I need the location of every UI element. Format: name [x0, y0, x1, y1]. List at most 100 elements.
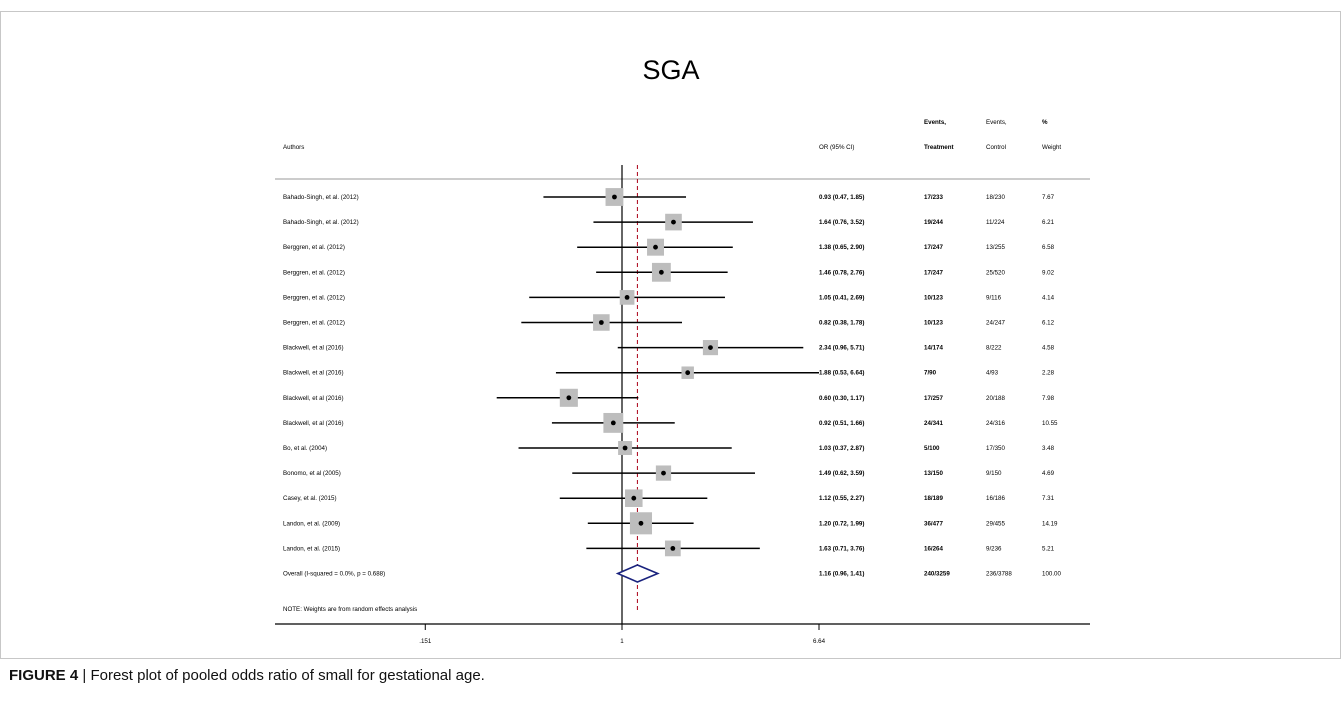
author-label-5: Berggren, et al. (2012)	[283, 320, 345, 327]
events-control-4: 9/116	[986, 294, 1002, 301]
author-label-1: Bahado-Singh, et al. (2012)	[283, 219, 359, 226]
point-estimate-11	[661, 470, 666, 476]
header-events-treatment-line1: Events,	[924, 119, 947, 126]
or-ci-value-6: 2.34 (0.96, 5.71)	[819, 345, 864, 352]
events-treatment-11: 13/150	[924, 470, 943, 477]
header-events-treatment-line2: Treatment	[924, 144, 954, 151]
header-weight-line1: %	[1042, 119, 1048, 126]
weight-value-7: 2.28	[1042, 370, 1055, 377]
author-label-11: Bonomo, et al (2005)	[283, 470, 341, 477]
author-label-2: Berggren, et al. (2012)	[283, 244, 345, 251]
x-tick-label-2: 6.64	[813, 638, 826, 645]
events-control-14: 9/236	[986, 545, 1002, 552]
chart-title: SGA	[642, 55, 700, 85]
author-label-4: Berggren, et al. (2012)	[283, 294, 345, 301]
note-text: NOTE: Weights are from random effects an…	[283, 606, 417, 613]
events-treatment-2: 17/247	[924, 244, 943, 251]
events-control-0: 18/230	[986, 194, 1005, 201]
overall-label: Overall (I-squared = 0.0%, p = 0.688)	[283, 571, 385, 578]
or-ci-value-12: 1.12 (0.55, 2.27)	[819, 495, 864, 502]
or-ci-value-7: 1.88 (0.53, 6.64)	[819, 370, 864, 377]
overall-or-ci-value: 1.16 (0.96, 1.41)	[819, 571, 864, 578]
events-control-2: 13/255	[986, 244, 1005, 251]
events-control-11: 9/150	[986, 470, 1002, 477]
x-tick-label-1: 1	[620, 638, 624, 645]
events-treatment-4: 10/123	[924, 294, 943, 301]
weight-value-1: 6.21	[1042, 219, 1055, 226]
point-estimate-8	[566, 395, 572, 401]
weight-value-5: 6.12	[1042, 320, 1055, 327]
author-label-9: Blackwell, et al (2016)	[283, 420, 344, 427]
weight-value-9: 10.55	[1042, 420, 1058, 427]
point-estimate-13	[638, 520, 644, 526]
or-ci-value-9: 0.92 (0.51, 1.66)	[819, 420, 864, 427]
x-tick-label-0: .151	[419, 638, 432, 645]
or-ci-value-3: 1.46 (0.78, 2.76)	[819, 269, 864, 276]
events-control-12: 16/186	[986, 495, 1005, 502]
weight-value-10: 3.48	[1042, 445, 1055, 452]
point-estimate-1	[671, 219, 676, 225]
point-estimate-6	[708, 345, 713, 350]
caption-separator: |	[82, 667, 87, 684]
point-estimate-4	[624, 295, 630, 300]
events-control-1: 11/224	[986, 219, 1005, 226]
or-ci-value-8: 0.60 (0.30, 1.17)	[819, 395, 864, 402]
point-estimate-2	[653, 244, 658, 250]
author-label-0: Bahado-Singh, et al. (2012)	[283, 194, 359, 201]
or-ci-value-14: 1.63 (0.71, 3.76)	[819, 545, 864, 552]
or-ci-value-1: 1.64 (0.76, 3.52)	[819, 219, 864, 226]
weight-value-11: 4.69	[1042, 470, 1055, 477]
weight-value-13: 14.19	[1042, 520, 1058, 527]
author-label-13: Landon, et al. (2009)	[283, 520, 340, 527]
point-estimate-5	[598, 320, 604, 325]
events-treatment-13: 36/477	[924, 520, 943, 527]
events-treatment-6: 14/174	[924, 345, 943, 352]
author-label-12: Casey, et al. (2015)	[283, 495, 337, 502]
events-treatment-8: 17/257	[924, 395, 943, 402]
header-authors: Authors	[283, 144, 305, 151]
header-or: OR (95% CI)	[819, 144, 855, 151]
events-control-3: 25/520	[986, 269, 1005, 276]
events-control-9: 24/316	[986, 420, 1005, 427]
events-control-5: 24/247	[986, 320, 1005, 327]
events-treatment-5: 10/123	[924, 320, 943, 327]
overall-weight-value: 100.00	[1042, 571, 1061, 578]
or-ci-value-4: 1.05 (0.41, 2.69)	[819, 294, 864, 301]
events-control-10: 17/350	[986, 445, 1005, 452]
events-treatment-7: 7/90	[924, 370, 937, 377]
events-treatment-12: 18/189	[924, 495, 943, 502]
caption-label: FIGURE 4	[9, 667, 79, 684]
weight-value-14: 5.21	[1042, 545, 1055, 552]
events-treatment-10: 5/100	[924, 445, 940, 452]
overall-events-treatment: 240/3259	[924, 571, 950, 578]
weight-value-2: 6.58	[1042, 244, 1055, 251]
point-estimate-12	[631, 495, 637, 501]
or-ci-value-2: 1.38 (0.65, 2.90)	[819, 244, 864, 251]
author-label-8: Blackwell, et al (2016)	[283, 395, 344, 402]
events-treatment-0: 17/233	[924, 194, 943, 201]
events-control-8: 20/188	[986, 395, 1005, 402]
point-estimate-10	[622, 445, 628, 451]
author-label-14: Landon, et al. (2015)	[283, 545, 340, 552]
events-control-6: 8/222	[986, 345, 1002, 352]
author-label-10: Bo, et al. (2004)	[283, 445, 327, 452]
weight-value-12: 7.31	[1042, 495, 1055, 502]
header-events-control-line2: Control	[986, 144, 1006, 151]
events-treatment-3: 17/247	[924, 269, 943, 276]
figure-caption: FIGURE 4 | Forest plot of pooled odds ra…	[9, 667, 485, 684]
weight-value-6: 4.58	[1042, 345, 1055, 352]
or-ci-value-10: 1.03 (0.37, 2.87)	[819, 445, 864, 452]
events-control-13: 29/455	[986, 520, 1005, 527]
weight-value-4: 4.14	[1042, 294, 1055, 301]
header-events-control-line1: Events,	[986, 119, 1007, 126]
point-estimate-7	[685, 370, 691, 376]
point-estimate-0	[612, 194, 617, 200]
weight-value-8: 7.98	[1042, 395, 1055, 402]
events-treatment-1: 19/244	[924, 219, 943, 226]
or-ci-value-13: 1.20 (0.72, 1.99)	[819, 520, 864, 527]
author-label-7: Blackwell, et al (2016)	[283, 370, 344, 377]
header-weight-line2: Weight	[1042, 144, 1062, 151]
events-treatment-14: 16/264	[924, 545, 943, 552]
author-label-3: Berggren, et al. (2012)	[283, 269, 345, 276]
